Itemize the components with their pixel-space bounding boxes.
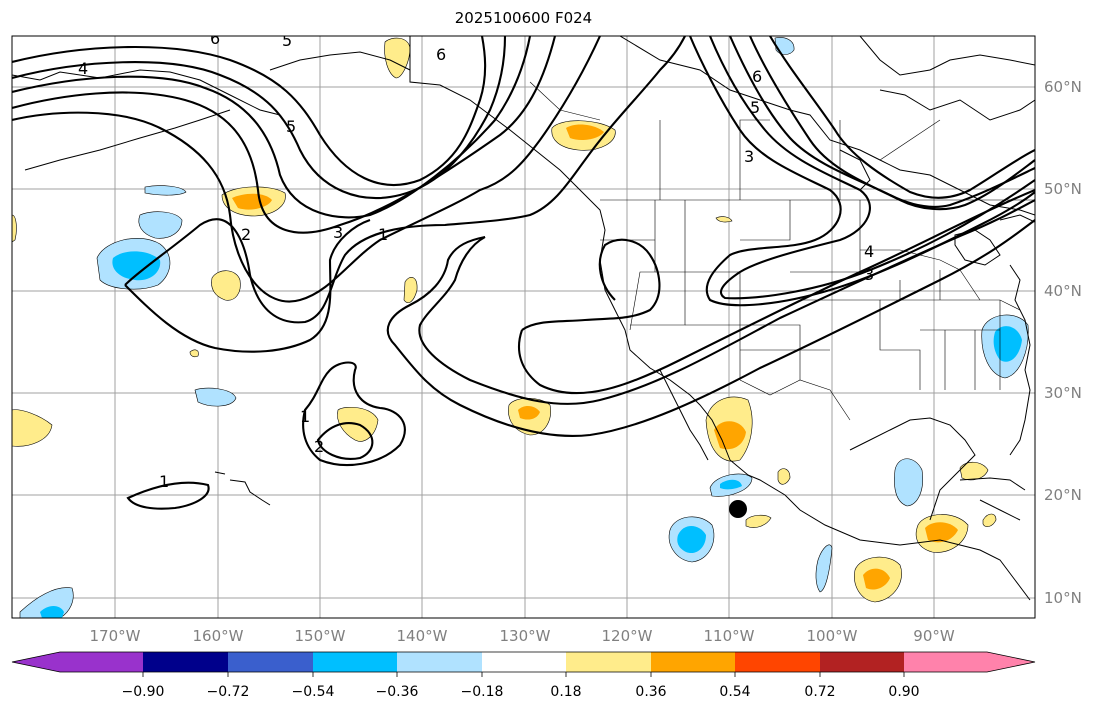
contour-label: 1 bbox=[159, 472, 169, 491]
contour-label: 5 bbox=[750, 98, 760, 117]
colorbar-segment bbox=[397, 652, 482, 672]
contour-label: 4 bbox=[78, 59, 88, 78]
map-border bbox=[11, 35, 1036, 619]
contour-lines bbox=[12, 36, 1035, 510]
storm-center-marker bbox=[729, 500, 747, 518]
colorbar-ticks bbox=[142, 672, 905, 677]
colorbar-segment bbox=[313, 652, 397, 672]
contour-label: 3 bbox=[864, 265, 874, 284]
colorbar-segment bbox=[566, 652, 651, 672]
colorbar-tick-label: 0.72 bbox=[804, 684, 836, 700]
colorbar-segment bbox=[12, 652, 143, 672]
colorbar-tick-label: −0.72 bbox=[206, 684, 250, 700]
colorbar-tick-label: 0.54 bbox=[719, 684, 751, 700]
contour-label: 1 bbox=[378, 225, 388, 244]
lat-label: 50°N bbox=[1044, 180, 1082, 198]
colorbar-segment bbox=[904, 652, 1035, 672]
colorbar-segment bbox=[482, 652, 566, 672]
colorbar-tick-label: −0.90 bbox=[121, 684, 165, 700]
contour-label: 2 bbox=[314, 437, 324, 456]
colorbar bbox=[11, 651, 1036, 677]
lat-label: 10°N bbox=[1044, 589, 1082, 607]
contour-label: 6 bbox=[752, 67, 762, 86]
lon-label: 150°W bbox=[294, 627, 346, 645]
colorbar-segment bbox=[143, 652, 228, 672]
lon-label: 90°W bbox=[913, 627, 955, 645]
lon-label: 120°W bbox=[601, 627, 653, 645]
lon-label: 160°W bbox=[192, 627, 244, 645]
contour-label: 1 bbox=[300, 407, 310, 426]
anomaly-shading bbox=[12, 37, 1029, 618]
colorbar-tick-label: −0.18 bbox=[460, 684, 504, 700]
colorbar-segment bbox=[735, 652, 820, 672]
lon-label: 140°W bbox=[396, 627, 448, 645]
colorbar-tick-label: 0.36 bbox=[635, 684, 667, 700]
lat-label: 30°N bbox=[1044, 384, 1082, 402]
lon-label: 130°W bbox=[499, 627, 551, 645]
contour-label: 6 bbox=[436, 45, 446, 64]
lat-label: 20°N bbox=[1044, 486, 1082, 504]
contour-label: 3 bbox=[333, 223, 343, 242]
contour-label: 5 bbox=[286, 117, 296, 136]
colorbar-segment bbox=[651, 652, 735, 672]
map-panel bbox=[12, 36, 1035, 618]
contour-label: 2 bbox=[241, 225, 251, 244]
contour-label: 5 bbox=[282, 31, 292, 50]
map-title: 2025100600 F024 bbox=[454, 9, 593, 27]
contour-label: 3 bbox=[744, 147, 754, 166]
lat-label: 40°N bbox=[1044, 282, 1082, 300]
contour-label-group: 6 5 4 5 6 3 2 3 1 1 2 1 4 5 6 3 bbox=[78, 29, 874, 491]
colorbar-tick-label: 0.90 bbox=[888, 684, 920, 700]
lon-label: 100°W bbox=[806, 627, 858, 645]
colorbar-tick-label: 0.18 bbox=[550, 684, 582, 700]
colorbar-outline bbox=[11, 651, 1036, 673]
colorbar-tick-label: −0.54 bbox=[291, 684, 335, 700]
colorbar-segment bbox=[820, 652, 904, 672]
lon-label: 110°W bbox=[703, 627, 755, 645]
colorbar-segment bbox=[228, 652, 313, 672]
contour-label: 6 bbox=[210, 29, 220, 48]
colorbar-tick-label: −0.36 bbox=[375, 684, 419, 700]
lat-label: 60°N bbox=[1044, 78, 1082, 96]
lon-label: 170°W bbox=[89, 627, 141, 645]
contour-label: 4 bbox=[864, 242, 874, 261]
